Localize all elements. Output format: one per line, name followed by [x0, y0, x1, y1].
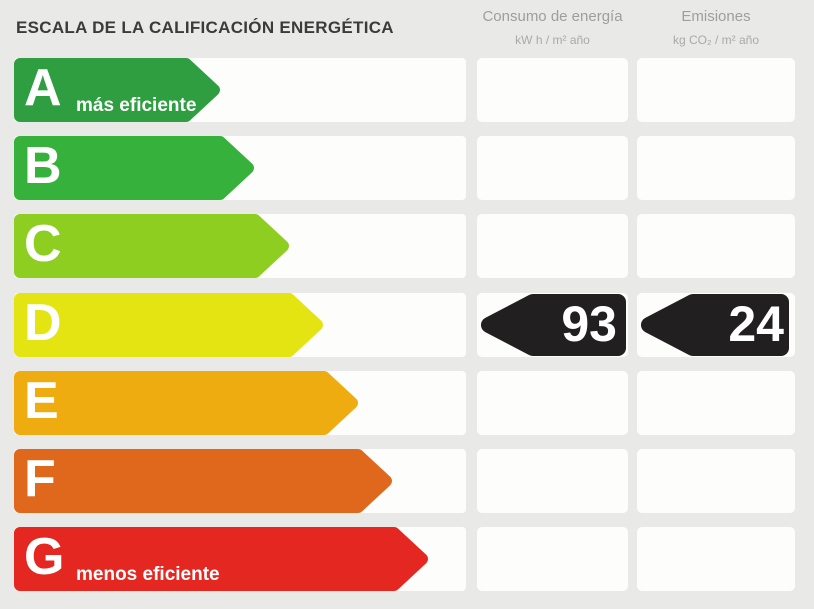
rating-note-g: menos eficiente [76, 564, 220, 585]
emissions-column-label: Emisiones [681, 8, 751, 25]
consumption-column-label: Consumo de energía [482, 8, 623, 25]
rating-row-d: D 93 24 [0, 293, 814, 357]
rating-arrow-e [14, 371, 358, 435]
consumption-cell-d: 93 [477, 293, 628, 357]
rating-arrow-b [14, 136, 254, 200]
consumption-cell-g [477, 527, 628, 591]
rating-letter-f: F [24, 449, 56, 508]
emissions-cell-e [637, 371, 795, 435]
consumption-cell-c [477, 214, 628, 278]
emissions-column-header: Emisiones kg CO₂ / m² año [632, 8, 800, 48]
rating-arrow-c [14, 214, 289, 278]
rating-arrow-d [14, 293, 323, 357]
rating-note-a: más eficiente [76, 95, 197, 116]
emissions-cell-f [637, 449, 795, 513]
emissions-cell-d: 24 [637, 293, 795, 357]
rating-letter-a: A [24, 58, 62, 117]
rating-letter-c: C [24, 214, 62, 273]
emissions-value-arrow [641, 294, 789, 356]
emissions-cell-c [637, 214, 795, 278]
rating-arrow-f [14, 449, 392, 513]
consumption-column-header: Consumo de energía kW h / m² año [467, 8, 638, 48]
page-title: ESCALA DE LA CALIFICACIÓN ENERGÉTICA [16, 18, 394, 37]
rating-arrow-a [14, 58, 220, 122]
rating-letter-d: D [24, 293, 62, 352]
emissions-column-unit: kg CO₂ / m² año [672, 33, 759, 47]
emissions-cell-b [637, 136, 795, 200]
rating-row-b: B [0, 136, 814, 200]
rating-letter-g: G [24, 527, 65, 586]
rating-row-c: C [0, 214, 814, 278]
consumption-value-arrow [481, 294, 626, 356]
consumption-cell-e [477, 371, 628, 435]
emissions-cell-g [637, 527, 795, 591]
consumption-cell-a [477, 58, 628, 122]
consumption-cell-f [477, 449, 628, 513]
emissions-cell-a [637, 58, 795, 122]
rating-letter-b: B [24, 136, 62, 195]
consumption-column-unit: kW h / m² año [515, 33, 590, 47]
emissions-value: 24 [728, 296, 784, 352]
rating-row-e: E [0, 371, 814, 435]
consumption-cell-b [477, 136, 628, 200]
rating-arrow-g [14, 527, 428, 591]
consumption-value: 93 [561, 296, 617, 352]
rating-row-f: F [0, 449, 814, 513]
rating-letter-e: E [24, 371, 59, 430]
